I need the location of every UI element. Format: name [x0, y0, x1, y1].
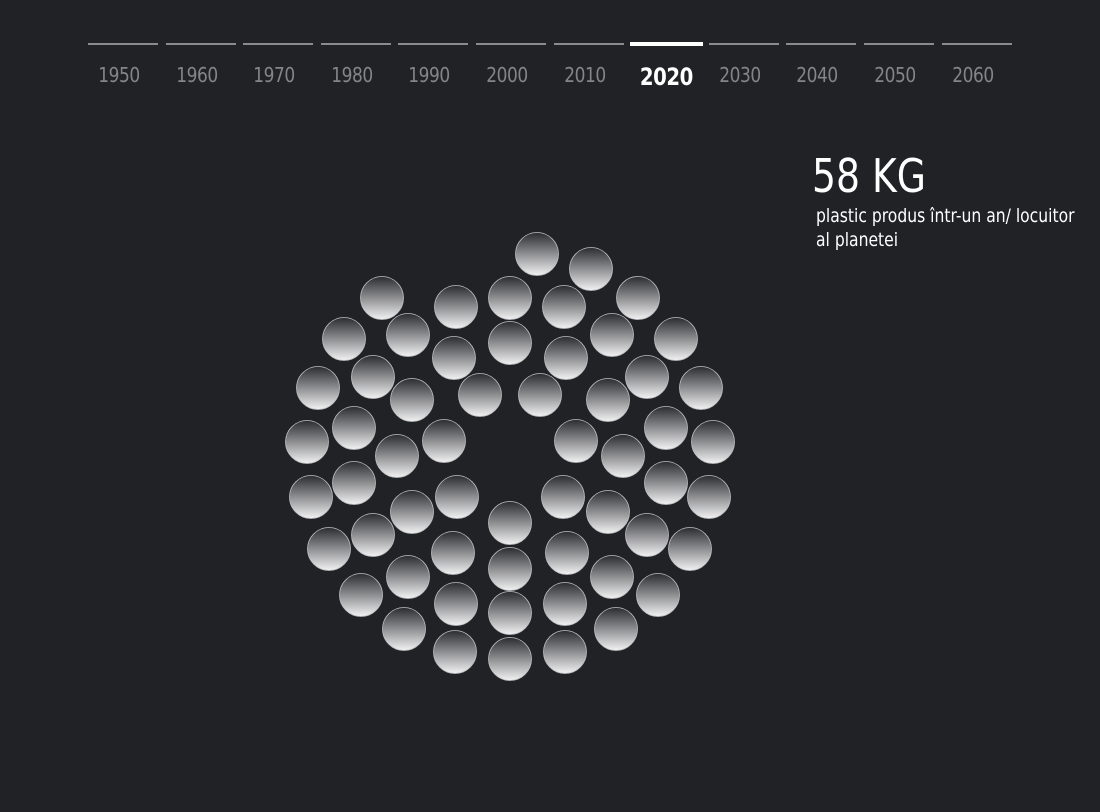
year-tab-label: 2040: [796, 63, 838, 87]
plastic-bubble: [390, 378, 434, 422]
year-tab-label: 2000: [486, 63, 528, 87]
year-tab-2000[interactable]: 2000: [476, 43, 546, 99]
plastic-bubble: [431, 531, 475, 575]
year-tab-bar: [243, 43, 313, 45]
year-tab-2020[interactable]: 2020: [630, 42, 703, 99]
plastic-bubble: [679, 366, 723, 410]
year-tab-2040[interactable]: 2040: [786, 43, 856, 99]
plastic-bubble: [435, 475, 479, 519]
stat-description: plastic produs într-un an/ locuitor al p…: [816, 205, 1075, 251]
year-tab-bar: [476, 43, 546, 45]
plastic-bubble: [351, 355, 395, 399]
plastic-bubble: [488, 547, 532, 591]
plastic-bubble: [434, 285, 478, 329]
year-timeline: 1950 1960 1970 1980 1990 2000 2010 2020 …: [88, 42, 1013, 103]
plastic-bubble: [586, 378, 630, 422]
plastic-bubble: [339, 573, 383, 617]
plastic-bubble: [390, 490, 434, 534]
plastic-bubble: [422, 419, 466, 463]
year-tab-2050[interactable]: 2050: [864, 43, 934, 99]
plastic-bubble: [644, 461, 688, 505]
year-tab-bar: [554, 43, 624, 45]
plastic-bubble: [488, 501, 532, 545]
year-tab-label: 1990: [408, 63, 450, 87]
year-tab-label: 1970: [253, 63, 295, 87]
plastic-bubble: [616, 276, 660, 320]
year-tab-1970[interactable]: 1970: [243, 43, 313, 99]
year-tab-bar: [398, 43, 468, 45]
plastic-bubble: [351, 513, 395, 557]
plastic-bubble: [586, 490, 630, 534]
plastic-bubble: [687, 475, 731, 519]
stat-value: 58 KG: [812, 149, 926, 203]
year-tab-bar: [630, 42, 703, 46]
plastic-bubble: [386, 313, 430, 357]
plastic-bubble: [554, 419, 598, 463]
year-tab-bar: [942, 43, 1012, 45]
year-tab-bar: [709, 43, 779, 45]
plastic-bubble: [544, 336, 588, 380]
year-tab-label: 1950: [98, 63, 140, 87]
plastic-bubble: [434, 582, 478, 626]
year-tab-bar: [786, 43, 856, 45]
year-tab-bar: [321, 43, 391, 45]
plastic-bubble: [543, 630, 587, 674]
plastic-bubble: [375, 434, 419, 478]
plastic-bubble: [488, 591, 532, 635]
plastic-bubble: [590, 555, 634, 599]
plastic-bubble: [382, 607, 426, 651]
plastic-bubble: [360, 276, 404, 320]
year-tab-label: 2050: [874, 63, 916, 87]
year-tab-bar: [88, 43, 158, 45]
plastic-bubble: [488, 637, 532, 681]
plastic-bubble: [515, 232, 559, 276]
plastic-bubble: [625, 513, 669, 557]
year-tab-label: 2060: [952, 63, 994, 87]
year-tab-2060[interactable]: 2060: [942, 43, 1012, 99]
plastic-bubble: [542, 285, 586, 329]
year-tab-label: 2020: [639, 63, 694, 91]
plastic-bubble: [590, 313, 634, 357]
plastic-bubble: [654, 317, 698, 361]
plastic-bubble: [601, 434, 645, 478]
plastic-bubble: [543, 582, 587, 626]
plastic-bubble: [569, 247, 613, 291]
plastic-bubble: [691, 420, 735, 464]
plastic-bubble: [332, 461, 376, 505]
year-tab-label: 2030: [719, 63, 761, 87]
year-tab-2030[interactable]: 2030: [709, 43, 779, 99]
plastic-bubble: [432, 336, 476, 380]
plastic-bubble: [322, 317, 366, 361]
year-tab-label: 1980: [331, 63, 373, 87]
plastic-bubble: [594, 607, 638, 651]
plastic-bubble: [289, 475, 333, 519]
year-tab-label: 2010: [564, 63, 606, 87]
year-tab-label: 1960: [176, 63, 218, 87]
plastic-bubble: [636, 573, 680, 617]
year-tab-bar: [864, 43, 934, 45]
year-tab-1990[interactable]: 1990: [398, 43, 468, 99]
plastic-bubble: [518, 373, 562, 417]
plastic-bubble: [332, 406, 376, 450]
plastic-bubble: [285, 420, 329, 464]
plastic-bubble: [296, 366, 340, 410]
plastic-bubble: [668, 527, 712, 571]
plastic-bubble: [458, 373, 502, 417]
year-tab-1980[interactable]: 1980: [321, 43, 391, 99]
plastic-bubble: [386, 555, 430, 599]
year-tab-bar: [166, 43, 236, 45]
year-tab-1960[interactable]: 1960: [166, 43, 236, 99]
plastic-bubble: [488, 276, 532, 320]
stat-panel: 58 KG plastic produs într-un an/ locuito…: [812, 148, 1082, 252]
year-tab-2010[interactable]: 2010: [554, 43, 624, 99]
plastic-bubble: [433, 630, 477, 674]
year-tab-1950[interactable]: 1950: [88, 43, 158, 99]
plastic-bubble: [644, 406, 688, 450]
plastic-bubble: [541, 475, 585, 519]
plastic-bubble: [307, 527, 351, 571]
plastic-bubble: [545, 531, 589, 575]
plastic-bubble: [625, 355, 669, 399]
plastic-bubble: [488, 321, 532, 365]
